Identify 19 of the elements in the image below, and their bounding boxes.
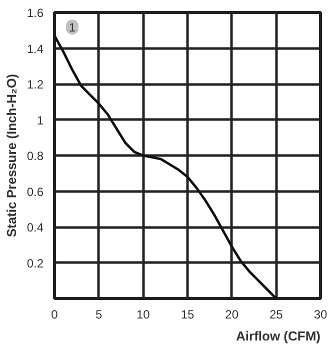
y-tick-label: 1.6 — [26, 6, 44, 20]
y-tick-label: 0.6 — [26, 184, 44, 199]
x-tick-label: 15 — [180, 308, 194, 322]
y-tick-label: 0.4 — [26, 220, 44, 234]
x-tick-label: 5 — [95, 308, 102, 322]
x-tick-label: 30 — [314, 308, 328, 322]
y-tick-label: 1.4 — [26, 42, 44, 56]
x-tick-label: 10 — [136, 308, 150, 322]
line-series — [54, 34, 278, 298]
y-tick-label: 0.8 — [26, 149, 44, 163]
x-tick-label: 20 — [225, 308, 239, 322]
x-axis-title: Airflow (CFM) — [236, 328, 321, 344]
y-tick-label: 1 — [36, 113, 44, 128]
x-tick-label: 25 — [269, 308, 284, 322]
y-axis-title: Static Pressure (Inch-H₂O) — [4, 74, 19, 238]
y-tick-label: 0.2 — [26, 256, 44, 270]
y-tick-label: 1.2 — [26, 78, 44, 92]
x-tick-label: 0 — [51, 308, 58, 322]
annotation: 1 — [68, 20, 76, 35]
